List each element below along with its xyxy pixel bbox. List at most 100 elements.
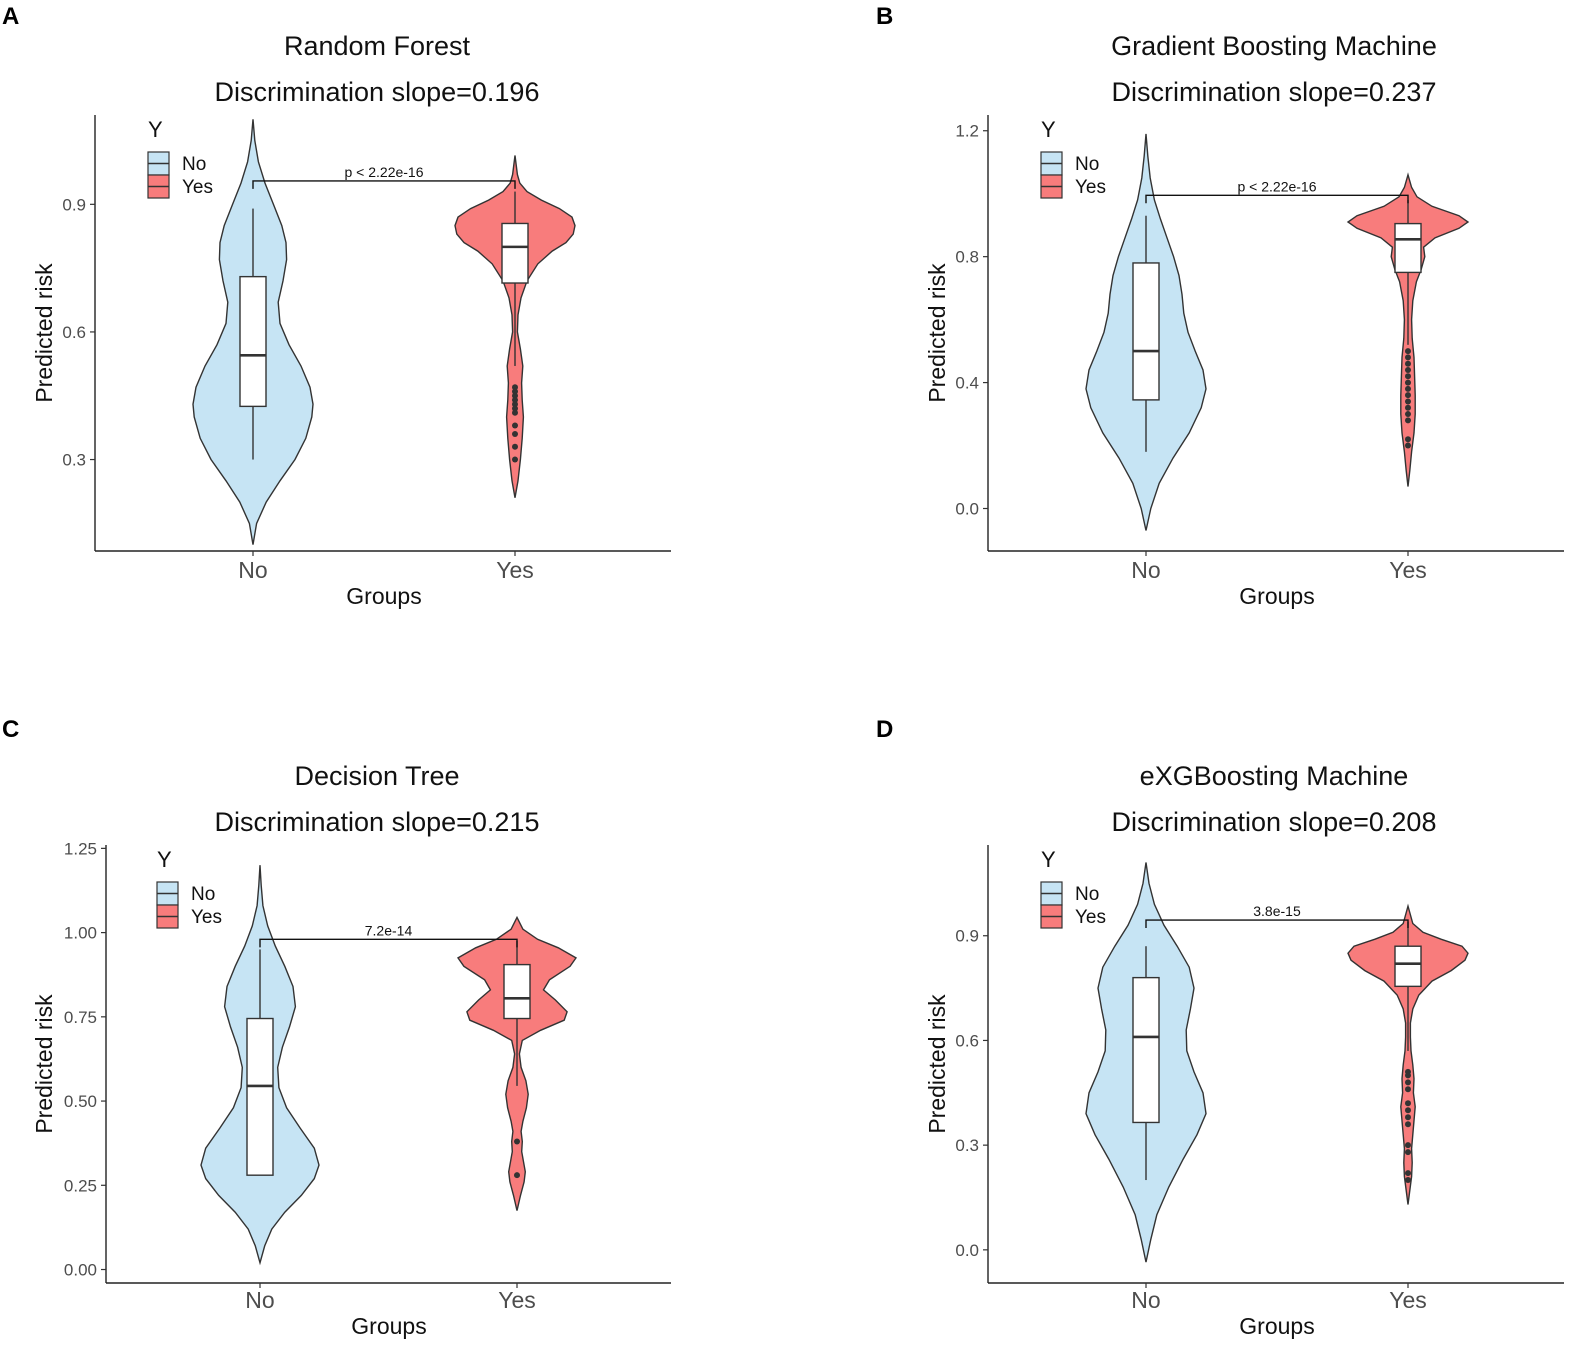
outlier-point [512, 456, 518, 463]
y-tick-label: 0.9 [62, 195, 86, 214]
outlier-point [1405, 1170, 1411, 1177]
y-tick-label: 0.0 [955, 500, 979, 519]
outlier-point [512, 409, 518, 416]
x-tick-label: No [1131, 1287, 1160, 1313]
y-tick-label: 0.6 [955, 1031, 979, 1050]
y-axis-title: Predicted risk [31, 994, 57, 1134]
legend-label-yes: Yes [1075, 177, 1106, 198]
x-axis-title: Groups [1239, 1313, 1314, 1339]
outlier-point [1405, 436, 1411, 443]
y-tick-label: 0.8 [955, 248, 979, 267]
outlier-point [512, 401, 518, 408]
legend-title: Y [148, 117, 163, 142]
outlier-point [1405, 379, 1411, 386]
panel-B: B Gradient Boosting Machine Discrimination… [876, 3, 1564, 609]
y-tick-label: 0.3 [62, 451, 86, 470]
outlier-point [1405, 1079, 1411, 1086]
x-axis-title: Groups [346, 583, 421, 609]
p-value-label: p < 2.22e-16 [1237, 178, 1316, 194]
box-yes [503, 963, 531, 1020]
outlier-point [1405, 348, 1411, 355]
outlier-point [1405, 1107, 1411, 1114]
outlier-point [1405, 411, 1411, 418]
chart-subtitle: Discrimination slope=0.237 [1112, 77, 1437, 107]
outlier-point [514, 1172, 520, 1179]
x-tick-label: Yes [498, 1287, 536, 1313]
outlier-point [512, 431, 518, 438]
outlier-point [1405, 1121, 1411, 1128]
outlier-point [512, 422, 518, 429]
chart-subtitle: Discrimination slope=0.215 [215, 807, 540, 837]
outlier-point [1405, 442, 1411, 449]
x-tick-label: No [245, 1287, 274, 1313]
comparison-bracket [259, 938, 518, 948]
y-tick-label: 0.6 [62, 323, 86, 342]
panel-letter: D [876, 716, 893, 743]
outlier-point [1405, 404, 1411, 411]
y-tick-label: 0.00 [64, 1261, 97, 1280]
outlier-point [1405, 354, 1411, 361]
legend-label-no: No [1075, 884, 1099, 905]
outlier-point [1405, 385, 1411, 392]
panel-letter: C [2, 716, 19, 743]
y-tick-label: 0.4 [955, 374, 979, 393]
panel-A: A Random Forest Discrimination slope=0.196… [2, 3, 671, 609]
outlier-point [512, 388, 518, 395]
y-tick-label: 0.75 [64, 1008, 97, 1027]
outlier-point [512, 443, 518, 450]
comparison-bracket [1145, 194, 1409, 204]
outlier-point [1405, 417, 1411, 424]
outlier-point [1405, 373, 1411, 380]
outlier-point [1405, 1149, 1411, 1156]
box-no [246, 1017, 274, 1176]
y-axis-title: Predicted risk [31, 263, 57, 403]
box-no [1132, 262, 1160, 401]
legend-label-yes: Yes [1075, 907, 1106, 928]
legend-label-no: No [182, 154, 206, 175]
outlier-point [1405, 360, 1411, 367]
outlier-point [1405, 1100, 1411, 1107]
x-tick-label: No [238, 557, 267, 583]
legend-label-no: No [1075, 154, 1099, 175]
y-tick-label: 0.25 [64, 1176, 97, 1195]
legend-label-yes: Yes [191, 907, 222, 928]
box-yes [501, 222, 529, 284]
y-tick-label: 1.00 [64, 924, 97, 943]
p-value-label: p < 2.22e-16 [344, 164, 423, 180]
box-yes [1394, 222, 1422, 274]
legend-label-no: No [191, 884, 215, 905]
outlier-point [1405, 1086, 1411, 1093]
outlier-point [512, 384, 518, 391]
panel-letter: A [2, 3, 19, 30]
box-no [1132, 976, 1160, 1124]
y-axis-title: Predicted risk [924, 994, 950, 1134]
p-value-label: 7.2e-14 [365, 922, 413, 938]
y-tick-label: 0.50 [64, 1092, 97, 1111]
outlier-point [1405, 366, 1411, 373]
x-tick-label: No [1131, 557, 1160, 583]
comparison-bracket [1145, 919, 1409, 929]
legend-title: Y [157, 847, 172, 872]
legend-title: Y [1041, 847, 1056, 872]
chart-subtitle: Discrimination slope=0.208 [1112, 807, 1437, 837]
outlier-point [512, 396, 518, 403]
x-tick-label: Yes [1389, 1287, 1427, 1313]
y-axis-title: Predicted risk [924, 263, 950, 403]
x-axis-title: Groups [1239, 583, 1314, 609]
y-tick-label: 1.2 [955, 122, 979, 141]
outlier-point [1405, 1142, 1411, 1149]
panel-letter: B [876, 3, 893, 30]
legend-label-yes: Yes [182, 177, 213, 198]
y-tick-label: 0.0 [955, 1241, 979, 1260]
chart-title: Decision Tree [294, 761, 459, 791]
comparison-bracket [252, 180, 516, 189]
outlier-point [1405, 398, 1411, 405]
outlier-point [1405, 392, 1411, 399]
legend-title: Y [1041, 117, 1056, 142]
x-tick-label: Yes [1389, 557, 1427, 583]
chart-subtitle: Discrimination slope=0.196 [215, 77, 540, 107]
